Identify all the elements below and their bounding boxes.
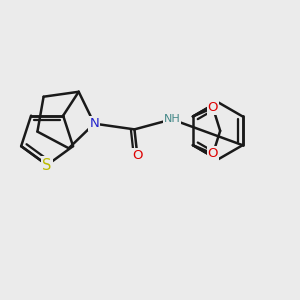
Text: NH: NH	[164, 114, 180, 124]
Text: N: N	[89, 117, 99, 130]
Text: S: S	[42, 158, 52, 172]
Text: O: O	[208, 147, 218, 160]
Text: O: O	[132, 149, 142, 162]
Text: O: O	[208, 101, 218, 114]
